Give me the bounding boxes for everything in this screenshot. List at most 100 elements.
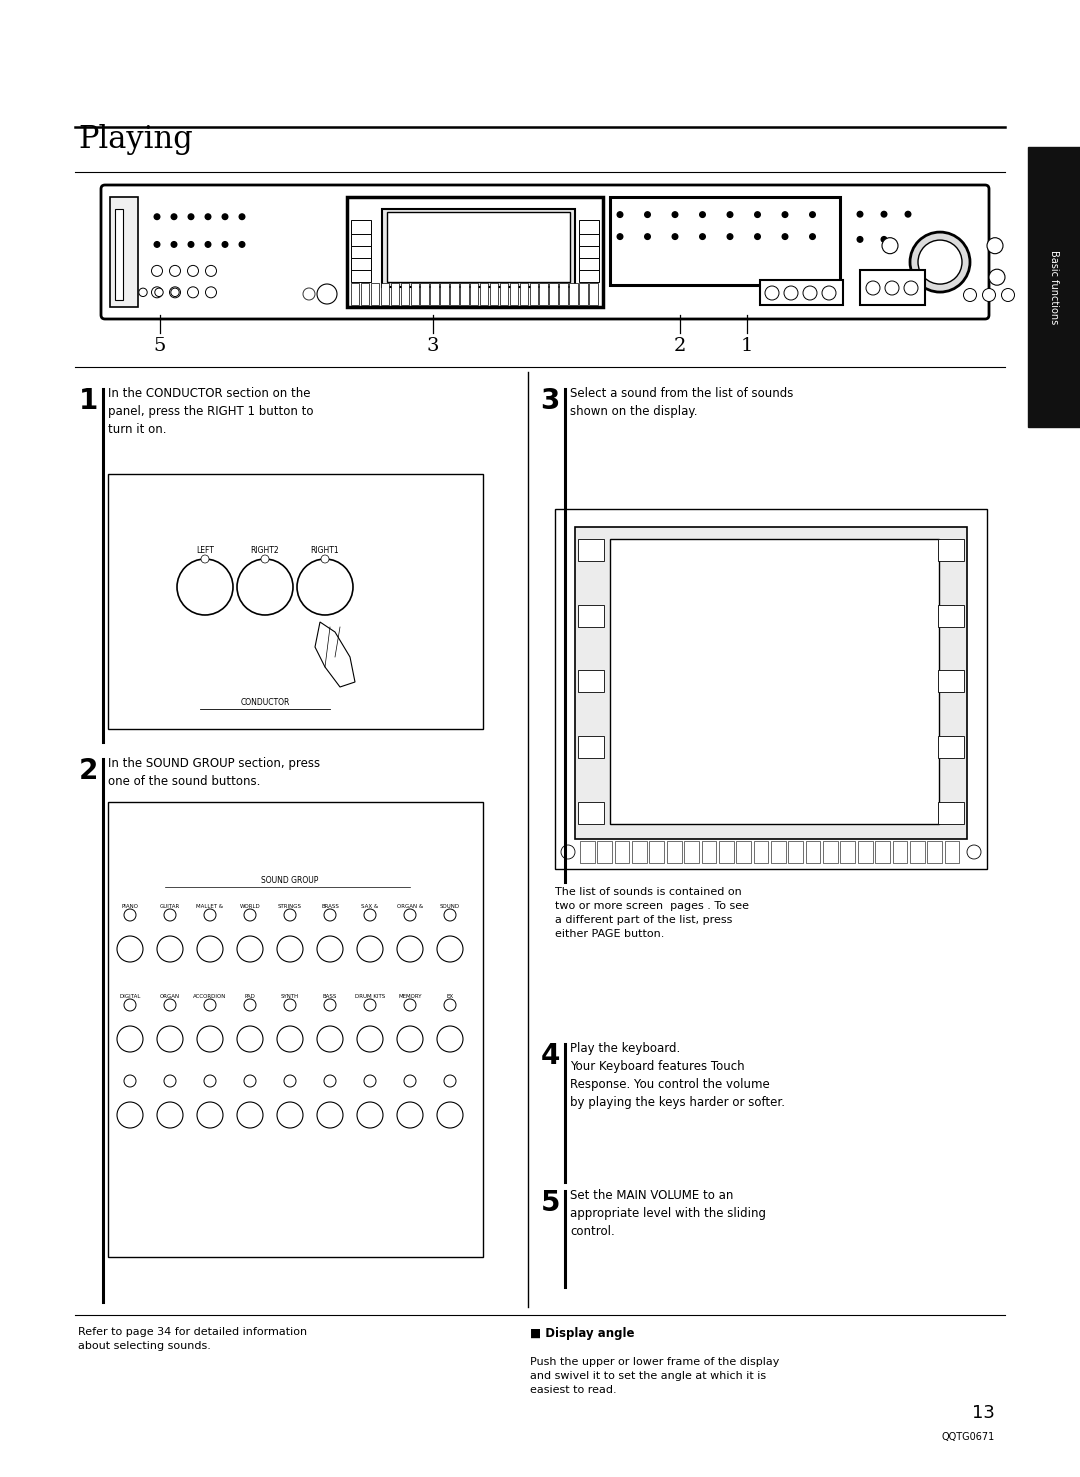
Bar <box>632 840 647 863</box>
Circle shape <box>188 242 193 247</box>
Circle shape <box>124 998 136 1010</box>
Text: ACCORDION: ACCORDION <box>193 994 227 998</box>
Circle shape <box>188 287 199 298</box>
Bar <box>737 840 751 863</box>
Text: DRUM KITS: DRUM KITS <box>355 994 386 998</box>
Circle shape <box>239 242 245 247</box>
Bar <box>351 220 372 233</box>
Bar <box>401 284 409 304</box>
Text: ■ Display angle: ■ Display angle <box>530 1326 635 1340</box>
Bar <box>391 284 400 304</box>
Bar <box>760 281 843 304</box>
Circle shape <box>881 211 887 217</box>
Circle shape <box>989 269 1005 285</box>
Bar <box>347 196 603 307</box>
Circle shape <box>357 1102 383 1128</box>
Circle shape <box>918 241 962 284</box>
Circle shape <box>700 233 705 239</box>
Circle shape <box>967 845 981 860</box>
Text: STRINGS: STRINGS <box>278 904 302 908</box>
Circle shape <box>645 233 650 239</box>
Circle shape <box>284 1075 296 1087</box>
Bar <box>823 840 838 863</box>
Bar <box>569 284 578 304</box>
Polygon shape <box>315 622 355 687</box>
Circle shape <box>782 211 787 217</box>
Circle shape <box>672 211 678 217</box>
Circle shape <box>244 1075 256 1087</box>
Circle shape <box>437 1027 463 1052</box>
Bar <box>754 840 768 863</box>
Bar <box>351 284 360 304</box>
Circle shape <box>172 242 177 247</box>
Text: 1: 1 <box>741 337 753 354</box>
Circle shape <box>117 1102 143 1128</box>
Text: 1: 1 <box>79 387 98 415</box>
Bar <box>441 284 448 304</box>
Text: GUITAR: GUITAR <box>160 904 180 908</box>
Circle shape <box>151 287 162 298</box>
Bar <box>939 539 964 561</box>
Circle shape <box>404 908 416 922</box>
Circle shape <box>276 936 303 962</box>
Circle shape <box>882 238 897 254</box>
Circle shape <box>645 211 650 217</box>
Text: DIGITAL: DIGITAL <box>119 994 140 998</box>
Bar <box>579 284 588 304</box>
Bar <box>580 840 595 863</box>
Bar <box>578 604 604 626</box>
Bar <box>788 840 804 863</box>
Bar <box>579 220 599 233</box>
Circle shape <box>303 288 315 300</box>
Circle shape <box>124 908 136 922</box>
Bar <box>108 474 483 730</box>
Circle shape <box>727 233 733 239</box>
Circle shape <box>139 288 147 297</box>
Circle shape <box>222 242 228 247</box>
Text: Refer to page 34 for detailed information
about selecting sounds.: Refer to page 34 for detailed informatio… <box>78 1326 307 1351</box>
Text: ORGAN &: ORGAN & <box>396 904 423 908</box>
Bar <box>685 840 699 863</box>
Circle shape <box>858 211 863 217</box>
Bar <box>559 284 568 304</box>
Bar <box>719 840 733 863</box>
Circle shape <box>910 232 970 292</box>
Circle shape <box>904 281 918 295</box>
Circle shape <box>866 281 880 295</box>
Circle shape <box>157 936 183 962</box>
Text: PAD: PAD <box>244 994 256 998</box>
Bar <box>806 840 821 863</box>
Bar <box>858 840 873 863</box>
Circle shape <box>239 214 245 220</box>
Bar <box>939 671 964 693</box>
Circle shape <box>124 1075 136 1087</box>
Circle shape <box>297 558 353 614</box>
Circle shape <box>321 555 329 563</box>
Bar <box>579 244 599 258</box>
Bar <box>579 256 599 270</box>
Circle shape <box>237 936 264 962</box>
Bar <box>500 284 509 304</box>
Circle shape <box>318 1027 343 1052</box>
Bar <box>108 802 483 1257</box>
Text: LEFT: LEFT <box>197 546 214 555</box>
Bar <box>860 270 924 304</box>
Bar <box>420 284 429 304</box>
Bar <box>615 840 630 863</box>
Text: 5: 5 <box>153 337 166 354</box>
Bar <box>470 284 478 304</box>
Bar <box>578 539 604 561</box>
Circle shape <box>222 214 228 220</box>
Text: MALLET &: MALLET & <box>197 904 224 908</box>
Circle shape <box>117 936 143 962</box>
Text: SOUND: SOUND <box>440 904 460 908</box>
Circle shape <box>364 908 376 922</box>
Circle shape <box>437 936 463 962</box>
Bar <box>450 284 459 304</box>
Bar <box>945 840 959 863</box>
Bar <box>597 840 612 863</box>
Circle shape <box>157 1102 183 1128</box>
Circle shape <box>727 211 733 217</box>
Text: PIANO: PIANO <box>121 904 138 908</box>
Circle shape <box>170 266 180 276</box>
